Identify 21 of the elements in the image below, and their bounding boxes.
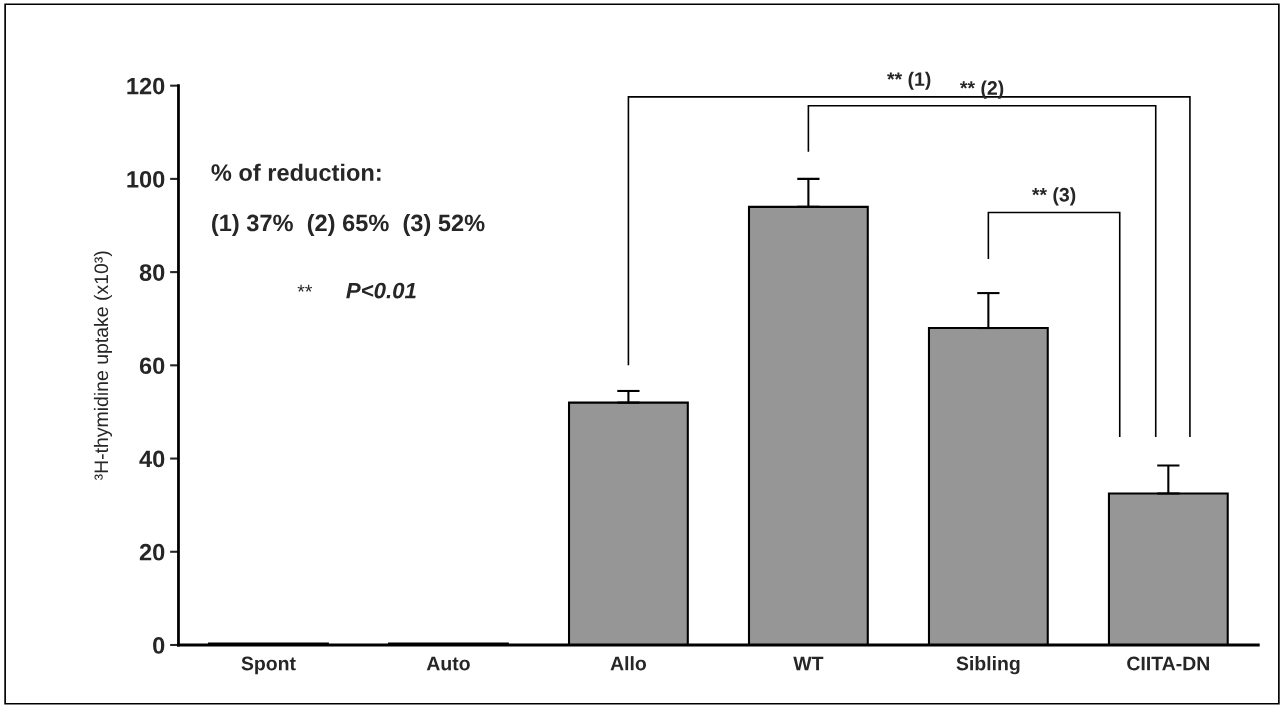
- annotation: P<0.01: [346, 282, 416, 299]
- y-tick-label: 40: [139, 450, 165, 468]
- x-tick-label: Allo: [610, 656, 647, 671]
- annotation: (1) 37% (2) 65% (3) 52%: [212, 213, 485, 236]
- x-tick-label: Sibling: [956, 656, 1020, 675]
- x-tick-label: Spont: [241, 656, 296, 675]
- annotation: % of reduction:: [211, 163, 381, 181]
- x-tick-label: CIITA-DN: [1127, 656, 1209, 671]
- y-tick-label: 100: [127, 170, 165, 188]
- y-axis-title: ³H-thymidine uptake (x10³): [93, 251, 112, 481]
- x-tick-label: WT: [793, 656, 824, 671]
- y-tick-label: 20: [139, 543, 165, 561]
- y-tick-label: 60: [139, 357, 165, 375]
- annotation: ** (2): [959, 80, 1004, 99]
- annotation: ** (1): [887, 71, 931, 90]
- y-tick-label: 0: [153, 637, 165, 654]
- y-tick-label: 120: [127, 77, 165, 95]
- y-tick-label: 80: [139, 264, 165, 281]
- x-tick-label: Auto: [426, 656, 470, 671]
- annotation: ** (3): [1031, 187, 1076, 206]
- annotation: **: [297, 284, 313, 292]
